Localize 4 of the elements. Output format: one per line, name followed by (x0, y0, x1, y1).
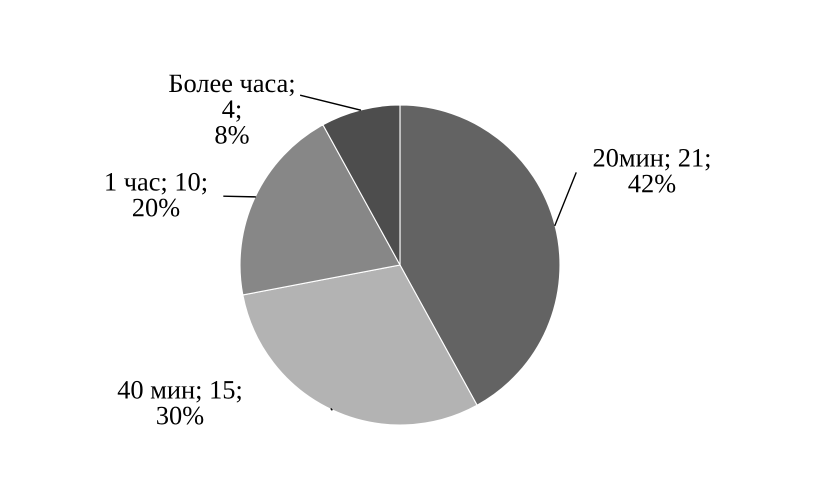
slice-label: Более часа; 4; 8% (169, 74, 294, 144)
slice-label: 20мин; 21; 42% (594, 148, 710, 193)
slice-label: 40 мин; 15; 30% (118, 380, 241, 425)
slice-label: 1 час; 10; 20% (106, 172, 206, 217)
